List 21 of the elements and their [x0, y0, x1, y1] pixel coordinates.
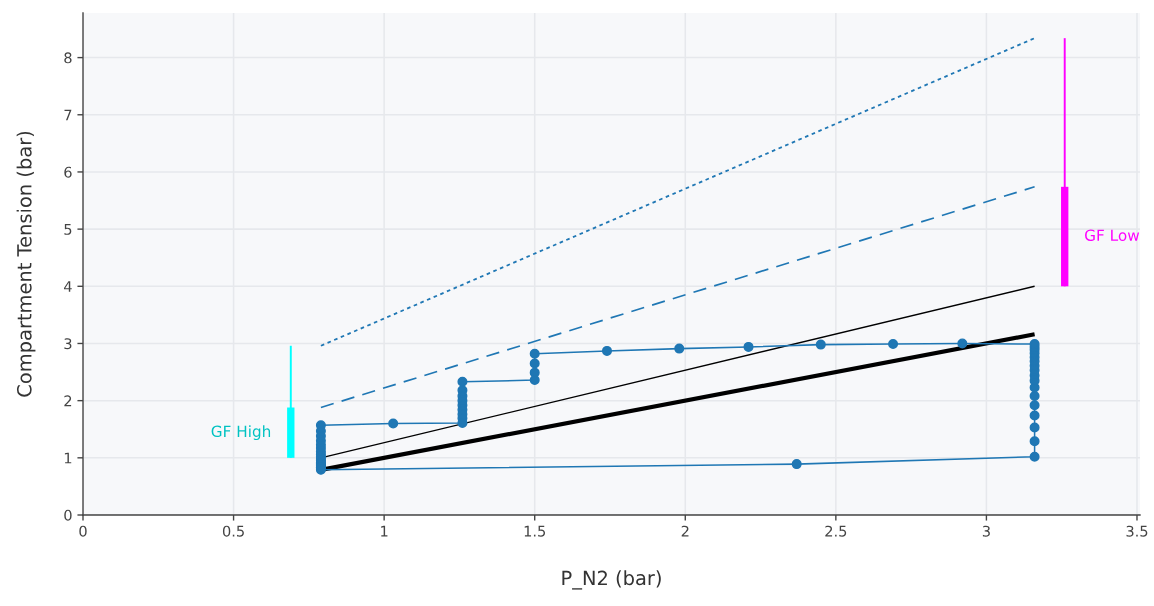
x-tick-label: 2.5: [825, 525, 847, 537]
x-tick-label: 0: [79, 525, 87, 537]
y-tick-label: 7: [64, 109, 72, 121]
x-tick-label: 1.5: [524, 525, 546, 537]
y-tick-label: 8: [64, 52, 72, 64]
x-axis-title: P_N2 (bar): [562, 570, 661, 590]
x-tick-label: 3.5: [1126, 525, 1148, 537]
x-tick-label: 1: [381, 525, 388, 537]
y-tick-label: 1: [64, 452, 72, 464]
x-tick-label: 0.5: [222, 525, 244, 537]
x-tick-label: 3: [982, 525, 990, 537]
y-tick-label: 6: [64, 166, 72, 178]
y-axis-title: Compartment Tension (bar): [16, 131, 36, 397]
y-tick-label: 5: [64, 224, 72, 235]
y-tick-label: 2: [64, 395, 72, 407]
y-tick-label: 0: [64, 509, 72, 521]
x-tick-label: 2: [681, 525, 689, 537]
series-label: GF Low: [1085, 229, 1140, 241]
series-label: GF High: [211, 425, 271, 441]
y-tick-label: 3: [64, 338, 72, 350]
y-tick-label: 4: [64, 281, 72, 292]
